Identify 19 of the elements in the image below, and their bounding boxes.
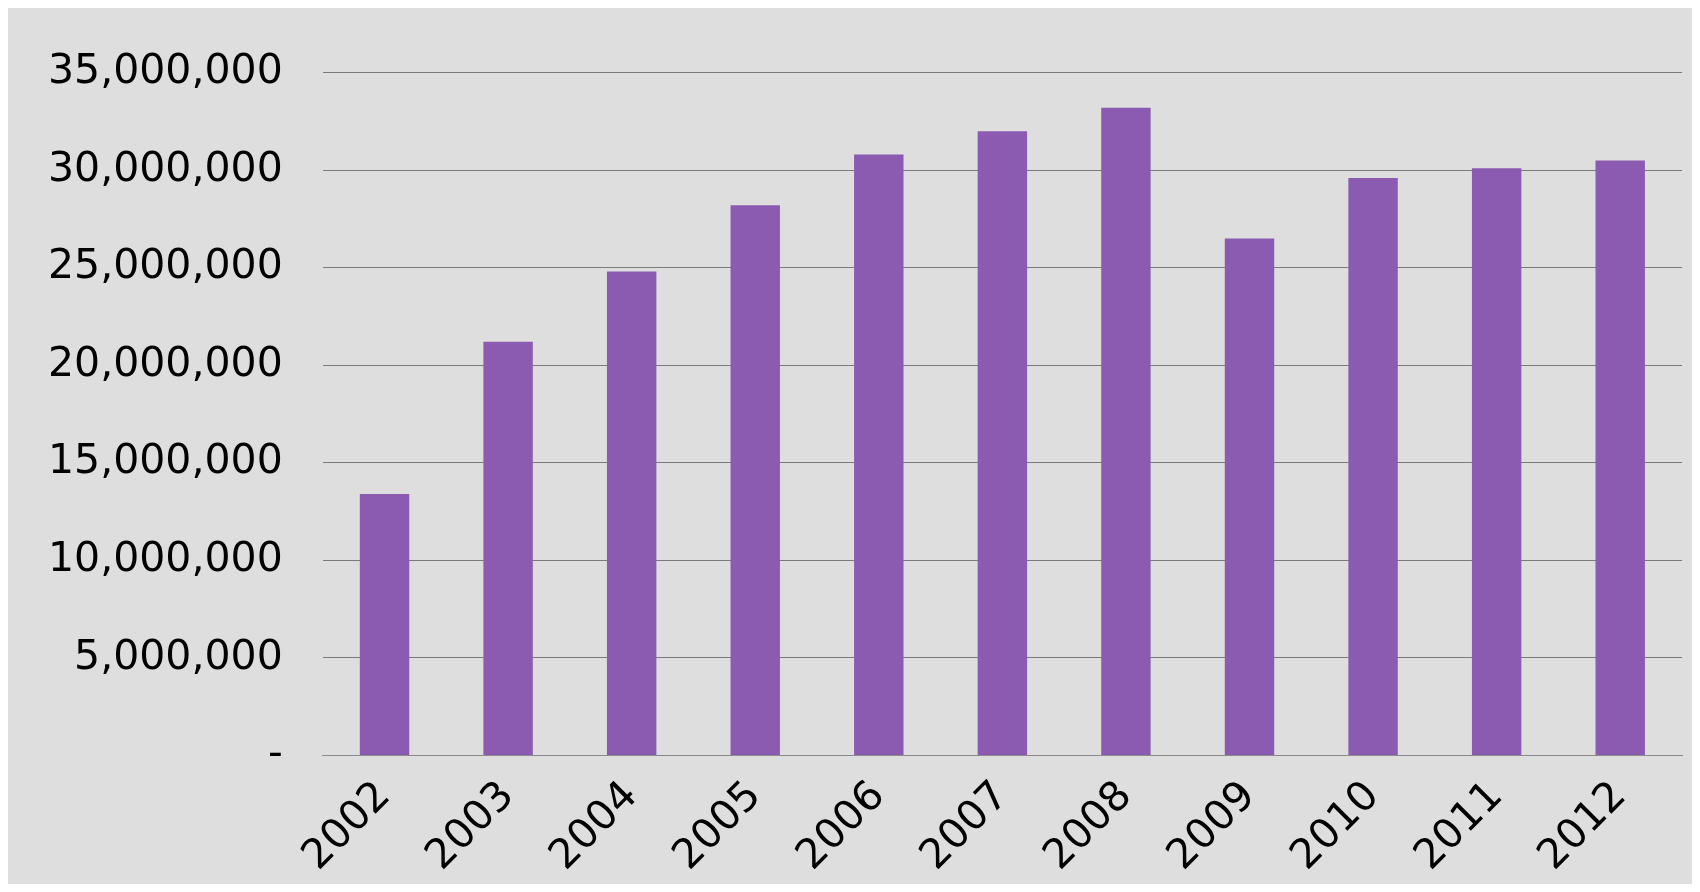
bar <box>977 131 1028 755</box>
bar <box>1595 160 1645 755</box>
bar <box>1101 107 1151 755</box>
y-tick-label: 10,000,000 <box>48 532 283 581</box>
bar <box>1471 168 1522 755</box>
bar <box>1224 238 1275 755</box>
y-tick-label: 35,000,000 <box>48 45 283 94</box>
bar <box>606 271 657 755</box>
bar <box>730 205 780 755</box>
bar <box>854 154 904 755</box>
bar <box>483 341 533 755</box>
y-tick-label: 15,000,000 <box>48 435 283 484</box>
bar <box>1348 177 1398 755</box>
y-tick-label: - <box>267 728 283 777</box>
bar <box>359 494 410 755</box>
y-tick-label: 20,000,000 <box>48 337 283 386</box>
y-tick-label: 5,000,000 <box>74 630 283 679</box>
y-tick-label: 25,000,000 <box>48 240 283 289</box>
y-tick-label: 30,000,000 <box>48 142 283 191</box>
